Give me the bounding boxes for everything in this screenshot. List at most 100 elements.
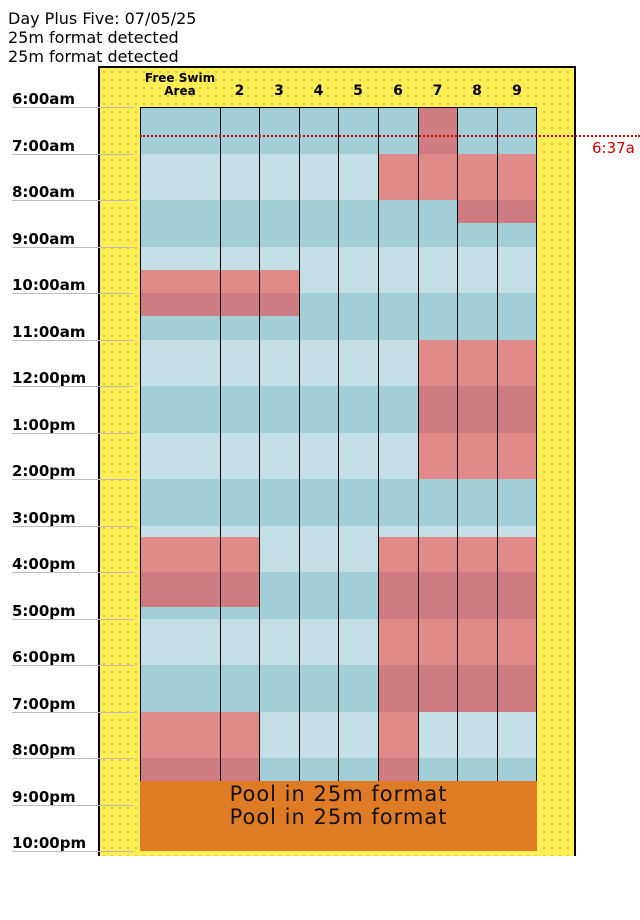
reserved-block[interactable] [220,537,259,572]
lane-divider [457,107,458,851]
lane-divider [338,107,339,851]
reserved-block[interactable] [378,153,418,200]
reserved-block[interactable] [140,537,220,572]
lane-header-5: 5 [353,83,363,99]
reserved-block[interactable] [220,711,259,758]
reserved-block[interactable] [497,153,537,200]
lane-header-9: 9 [512,83,522,99]
time-label: 2:00pm [12,462,76,480]
lane-6[interactable] [378,107,418,851]
reserved-block[interactable] [259,269,299,293]
reserved-block[interactable] [418,339,457,386]
lane-divider [418,107,419,851]
lane-4[interactable] [299,107,338,851]
reserved-block[interactable] [220,572,259,607]
reserved-block[interactable] [497,618,537,665]
format-notice: 25m format detected [8,47,179,66]
reserved-block[interactable] [418,618,457,665]
time-label: 6:00am [12,90,76,108]
time-tick [12,432,134,434]
lane-1[interactable] [140,107,220,851]
lane-8[interactable] [457,107,497,851]
lane-divider [378,107,379,851]
lane-9[interactable] [497,107,537,851]
lane-header-3: 3 [274,83,284,99]
time-tick [12,107,134,108]
time-label: 10:00am [12,276,86,294]
time-label: 7:00am [12,136,76,155]
lane-header-2: 2 [234,83,245,99]
format-notice: 25m format detected [8,28,179,47]
reserved-block[interactable] [497,339,537,386]
time-tick [12,246,134,248]
reserved-block[interactable] [220,293,259,317]
lane-header-free-swim: Free Swim Area [144,71,216,98]
reserved-block[interactable] [497,537,537,572]
time-tick [12,525,134,527]
reserved-block[interactable] [418,665,457,712]
reserved-block[interactable] [140,293,220,317]
lane-header-6: 6 [393,83,403,99]
lane-3[interactable] [259,107,299,851]
reserved-block[interactable] [497,200,537,224]
time-label: 4:00pm [12,555,76,573]
time-label: 8:00pm [12,741,76,759]
time-tick [12,804,134,806]
reserved-block[interactable] [457,572,497,619]
reserved-block[interactable] [378,572,418,619]
lane-header-7: 7 [432,83,443,99]
reserved-block[interactable] [378,711,418,758]
reserved-block[interactable] [220,758,259,782]
lane-2[interactable] [220,107,259,851]
reserved-block[interactable] [497,572,537,619]
reserved-block[interactable] [140,711,220,758]
reserved-block[interactable] [140,269,220,293]
reserved-block[interactable] [457,386,497,433]
time-tick [12,618,134,620]
reserved-block[interactable] [140,572,220,607]
reserved-block[interactable] [378,665,418,712]
reserved-block[interactable] [418,153,457,200]
lane-7[interactable] [418,107,457,851]
reserved-block[interactable] [418,572,457,619]
lane-divider [497,107,498,851]
reserved-block[interactable] [497,432,537,479]
reserved-block[interactable] [497,386,537,433]
time-label: 5:00pm [12,601,76,620]
reserved-block[interactable] [457,339,497,386]
lane-header-8: 8 [472,83,482,99]
time-label: 8:00am [12,183,76,201]
time-label: 6:00pm [12,648,76,666]
lane-5[interactable] [338,107,378,851]
reserved-block[interactable] [259,293,299,317]
time-tick [12,851,134,852]
time-tick [12,572,134,573]
time-tick [12,758,134,759]
reserved-block[interactable] [457,537,497,572]
reserved-block[interactable] [418,432,457,479]
time-tick [12,711,134,713]
reserved-block[interactable] [378,537,418,572]
time-label: 10:00pm [12,834,87,852]
reserved-block[interactable] [457,665,497,712]
time-tick [12,339,134,341]
reserved-block[interactable] [378,618,418,665]
time-label: 1:00pm [12,415,76,434]
reserved-block[interactable] [457,432,497,479]
reserved-block[interactable] [140,758,220,782]
lane-header-4: 4 [313,83,324,99]
reserved-block[interactable] [457,618,497,665]
reserved-block[interactable] [220,269,259,293]
reserved-block[interactable] [418,537,457,572]
reserved-block[interactable] [418,386,457,433]
time-tick [12,386,134,387]
reserved-block[interactable] [378,758,418,782]
banner-text: Pool in 25m format [229,805,448,830]
current-time-line [140,134,640,137]
reserved-block[interactable] [418,107,457,154]
time-tick [12,293,134,294]
reserved-block[interactable] [497,665,537,712]
time-label: 9:00am [12,229,76,248]
reserved-block[interactable] [457,153,497,200]
reserved-block[interactable] [457,200,497,224]
